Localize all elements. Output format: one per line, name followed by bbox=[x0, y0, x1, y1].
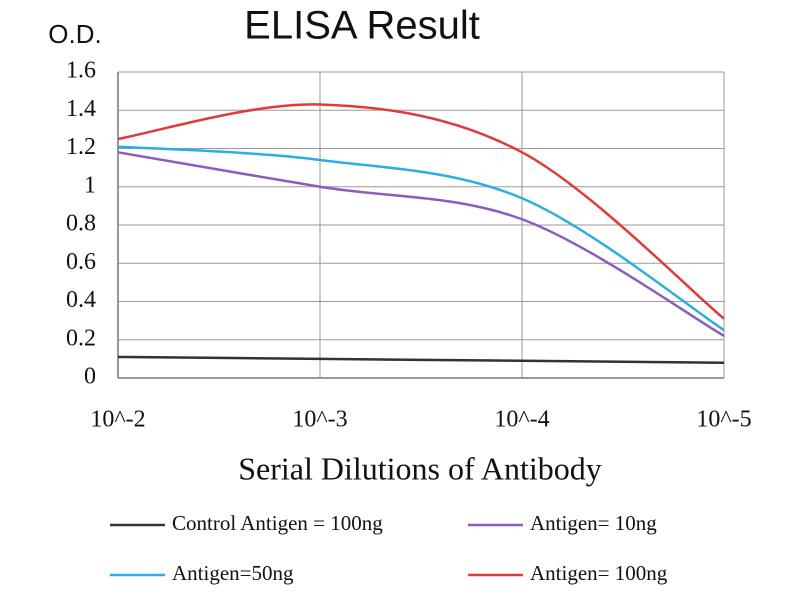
y-tick-label: 0 bbox=[84, 364, 96, 390]
x-tick-label: 10^-3 bbox=[292, 407, 347, 433]
x-tick-label: 10^-5 bbox=[696, 407, 751, 433]
y-tick-label: 0.2 bbox=[66, 325, 96, 351]
series-line bbox=[117, 355, 725, 364]
legend-label: Antigen= 100ng bbox=[530, 561, 668, 585]
y-tick-label: 0.6 bbox=[66, 249, 96, 275]
y-tick-label: 1 bbox=[84, 172, 96, 198]
y-tick-label: 1.6 bbox=[66, 58, 96, 84]
y-tick-label: 1.4 bbox=[66, 96, 96, 122]
x-tick-label: 10^-2 bbox=[90, 407, 145, 433]
legend-label: Antigen=50ng bbox=[172, 561, 294, 585]
x-tick-label: 10^-4 bbox=[494, 407, 549, 433]
legend-label: Control Antigen = 100ng bbox=[172, 511, 383, 535]
x-axis-label: Serial Dilutions of Antibody bbox=[238, 450, 602, 486]
legend-label: Antigen= 10ng bbox=[530, 511, 657, 535]
series-line bbox=[117, 103, 725, 320]
y-tick-label: 1.2 bbox=[66, 134, 96, 160]
chart-title: ELISA Result bbox=[244, 4, 480, 48]
series-line bbox=[117, 145, 725, 332]
series-line bbox=[117, 151, 725, 338]
y-tick-label: 0.8 bbox=[66, 211, 96, 237]
y-axis-label: O.D. bbox=[48, 19, 101, 49]
y-tick-label: 0.4 bbox=[66, 287, 96, 313]
